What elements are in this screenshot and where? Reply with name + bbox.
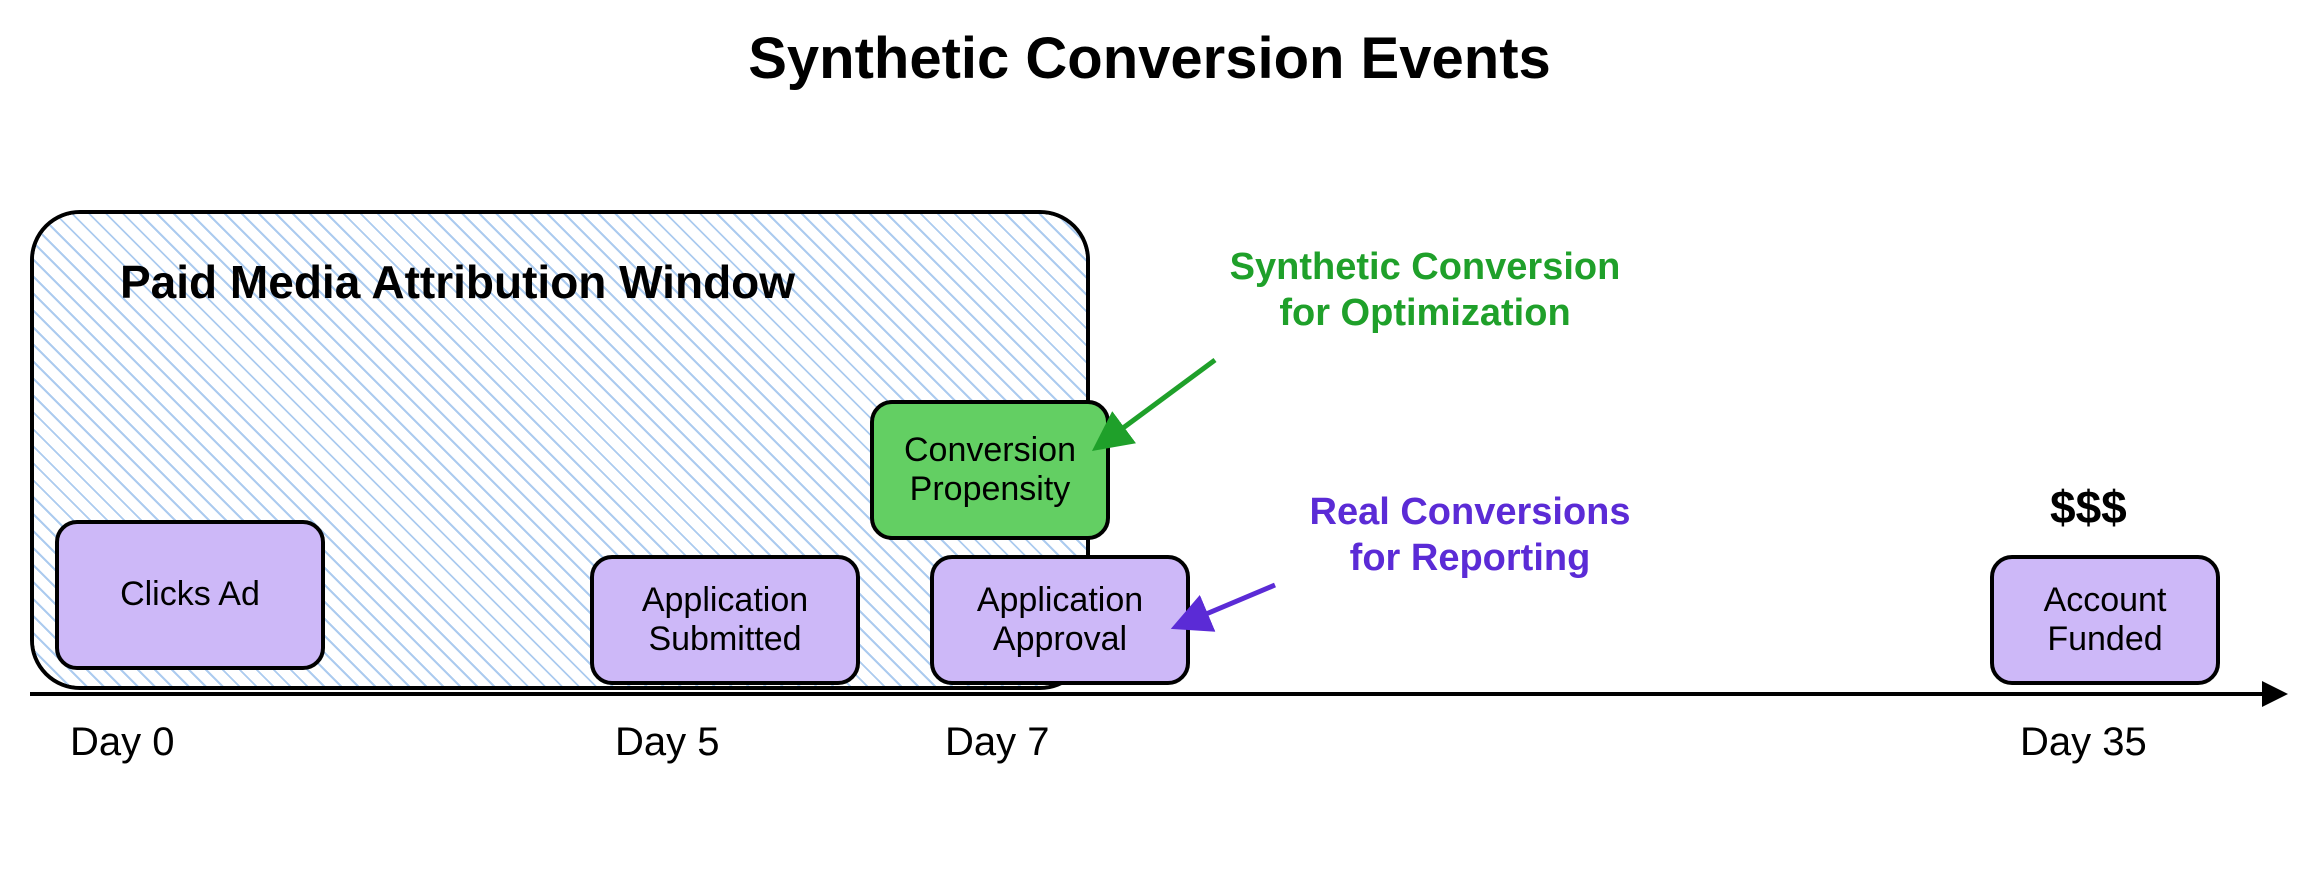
annotation-synthetic-conversion: Synthetic Conversionfor Optimization bbox=[1195, 245, 1655, 336]
event-label: AccountFunded bbox=[2044, 581, 2167, 659]
annotation-real-conversions: Real Conversionsfor Reporting bbox=[1260, 490, 1680, 581]
tick-day-35: Day 35 bbox=[2020, 720, 2147, 765]
event-label: Clicks Ad bbox=[120, 575, 260, 614]
diagram-canvas: Synthetic Conversion Events Paid Media A… bbox=[0, 0, 2299, 872]
event-app-submitted: ApplicationSubmitted bbox=[590, 555, 860, 685]
timeline-axis bbox=[30, 692, 2270, 696]
event-label: ApplicationSubmitted bbox=[642, 581, 808, 659]
event-clicks-ad: Clicks Ad bbox=[55, 520, 325, 670]
event-label: ConversionPropensity bbox=[904, 431, 1076, 509]
tick-day-0: Day 0 bbox=[70, 720, 175, 765]
diagram-title: Synthetic Conversion Events bbox=[0, 25, 2299, 92]
event-label: ApplicationApproval bbox=[977, 581, 1143, 659]
attribution-window-label: Paid Media Attribution Window bbox=[120, 255, 795, 309]
timeline-arrowhead bbox=[2262, 681, 2288, 707]
event-account-funded: AccountFunded bbox=[1990, 555, 2220, 685]
event-app-approval: ApplicationApproval bbox=[930, 555, 1190, 685]
event-conv-propensity: ConversionPropensity bbox=[870, 400, 1110, 540]
tick-day-5: Day 5 bbox=[615, 720, 720, 765]
money-label: $$$ bbox=[2050, 480, 2127, 534]
tick-day-7: Day 7 bbox=[945, 720, 1050, 765]
